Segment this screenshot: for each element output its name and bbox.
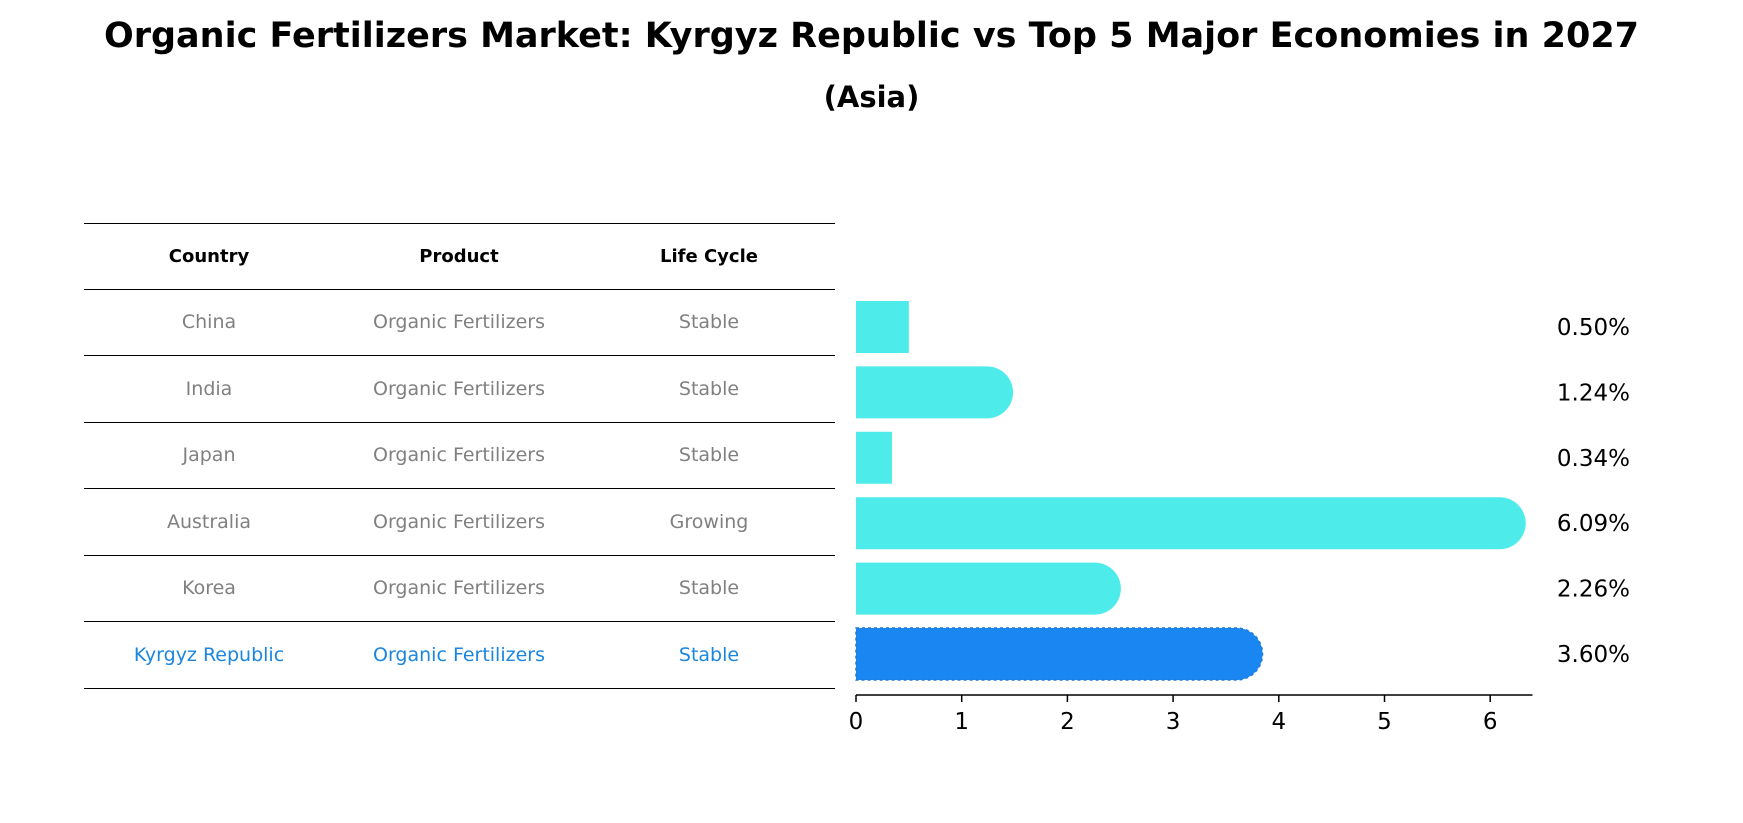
bar-india xyxy=(856,366,1014,419)
value-label: 1.24% xyxy=(1557,380,1630,406)
value-labels-group: 0.50% 1.24% 0.34% 6.09% 2.26% 3.60% xyxy=(1557,315,1630,668)
x-tick-label: 3 xyxy=(1166,709,1181,735)
life-cycle-cell: Stable xyxy=(678,643,740,666)
value-label: 6.09% xyxy=(1557,511,1630,537)
value-label: 0.34% xyxy=(1557,446,1630,472)
country-cell: Kyrgyz Republic xyxy=(133,643,285,666)
life-cycle-cell: Stable xyxy=(678,377,740,400)
life-cycle-cell: Stable xyxy=(678,444,740,467)
x-tick-label: 6 xyxy=(1483,709,1498,735)
value-label: 3.60% xyxy=(1557,642,1630,668)
chart-title: Organic Fertilizers Market: Kyrgyz Repub… xyxy=(103,16,1640,56)
value-label: 0.50% xyxy=(1557,315,1630,341)
x-tick-label: 4 xyxy=(1271,709,1286,735)
x-tick-label: 5 xyxy=(1377,709,1392,735)
bar-china xyxy=(856,301,909,353)
header-country: Country xyxy=(168,245,250,267)
life-cycle-cell: Growing xyxy=(669,510,749,533)
product-cell: Organic Fertilizers xyxy=(373,377,545,400)
bars-group xyxy=(855,301,1526,681)
country-cell: India xyxy=(185,377,233,400)
country-cell: Australia xyxy=(166,510,252,533)
country-cell: Japan xyxy=(182,444,236,467)
product-cell: Organic Fertilizers xyxy=(373,311,545,334)
country-cell: China xyxy=(181,311,237,334)
value-label: 2.26% xyxy=(1557,577,1630,603)
product-cell: Organic Fertilizers xyxy=(373,577,545,600)
table-row: India Organic Fertilizers Stable xyxy=(84,356,835,423)
table-row: Japan Organic Fertilizers Stable xyxy=(84,423,835,489)
product-cell: Organic Fertilizers xyxy=(373,444,545,467)
data-table: Country Product Life Cycle China Organic… xyxy=(84,223,835,689)
bar-kyrgyz-republic xyxy=(855,627,1264,681)
product-cell: Organic Fertilizers xyxy=(373,510,545,533)
table-row: China Organic Fertilizers Stable xyxy=(84,290,835,356)
life-cycle-cell: Stable xyxy=(678,311,740,334)
x-axis-ticks-group: 0 1 2 3 4 5 6 xyxy=(849,695,1498,735)
table-row-highlighted: Kyrgyz Republic Organic Fertilizers Stab… xyxy=(84,622,835,689)
x-tick-label: 2 xyxy=(1060,709,1075,735)
table-header-row: Country Product Life Cycle xyxy=(84,223,835,290)
x-tick-label: 0 xyxy=(849,709,864,735)
table-row: Korea Organic Fertilizers Stable xyxy=(84,556,835,622)
country-cell: Korea xyxy=(182,577,236,600)
chart-subtitle: (Asia) xyxy=(823,80,920,114)
bar-australia xyxy=(856,497,1526,550)
table-row: Australia Organic Fertilizers Growing xyxy=(84,489,835,556)
product-cell: Organic Fertilizers xyxy=(373,643,545,666)
bar-korea xyxy=(856,562,1121,615)
x-tick-label: 1 xyxy=(954,709,969,735)
header-product: Product xyxy=(419,245,499,267)
life-cycle-cell: Stable xyxy=(678,577,740,600)
header-life-cycle: Life Cycle xyxy=(660,245,758,267)
bar-japan xyxy=(856,431,892,484)
